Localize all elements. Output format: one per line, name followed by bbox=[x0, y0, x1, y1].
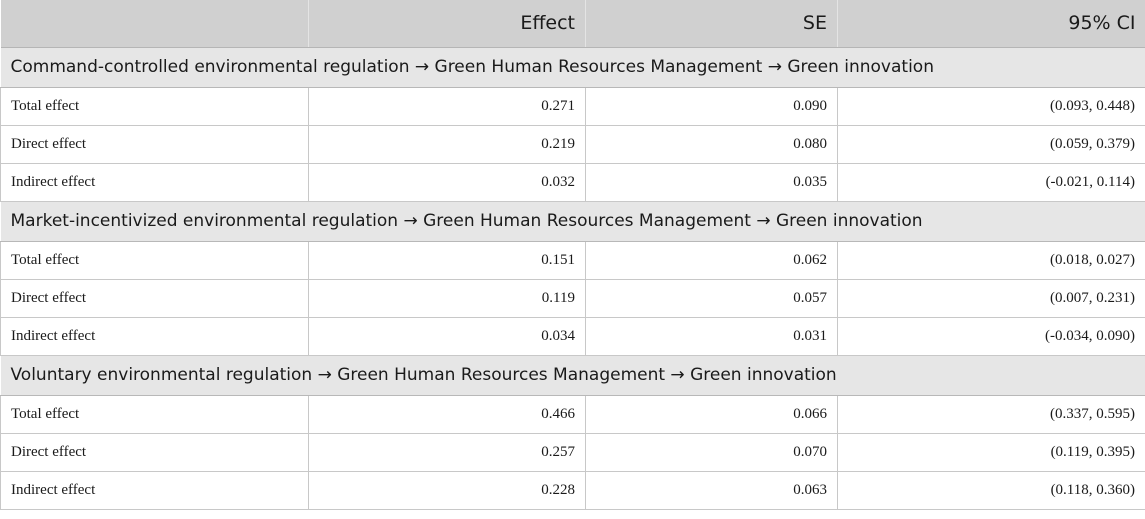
ci-value: (-0.034, 0.090) bbox=[837, 317, 1145, 356]
header-blank-cell bbox=[0, 0, 309, 48]
table-body: Command-controlled environmental regulat… bbox=[0, 46, 1145, 510]
effect-value: 0.034 bbox=[308, 317, 586, 356]
effect-value: 0.151 bbox=[308, 241, 586, 280]
section-row: Market-incentivized environmental regula… bbox=[0, 200, 1145, 242]
table-row: Direct effect 0.257 0.070 (0.119, 0.395) bbox=[0, 433, 1145, 472]
ci-value: (0.018, 0.027) bbox=[837, 241, 1145, 280]
table-row: Total effect 0.466 0.066 (0.337, 0.595) bbox=[0, 395, 1145, 434]
row-label: Indirect effect bbox=[0, 471, 309, 510]
table-row: Total effect 0.151 0.062 (0.018, 0.027) bbox=[0, 241, 1145, 280]
header-effect: Effect bbox=[308, 0, 586, 48]
effect-value: 0.257 bbox=[308, 433, 586, 472]
ci-value: (0.007, 0.231) bbox=[837, 279, 1145, 318]
effect-value: 0.219 bbox=[308, 125, 586, 164]
table-header: Effect SE 95% CI bbox=[0, 0, 1145, 48]
ci-value: (0.337, 0.595) bbox=[837, 395, 1145, 434]
effect-value: 0.032 bbox=[308, 163, 586, 202]
table-row: Direct effect 0.219 0.080 (0.059, 0.379) bbox=[0, 125, 1145, 164]
ci-value: (0.059, 0.379) bbox=[837, 125, 1145, 164]
header-ci: 95% CI bbox=[837, 0, 1145, 48]
ci-value: (0.119, 0.395) bbox=[837, 433, 1145, 472]
row-label: Direct effect bbox=[0, 279, 309, 318]
se-value: 0.066 bbox=[585, 395, 838, 434]
row-label: Direct effect bbox=[0, 125, 309, 164]
ci-value: (0.118, 0.360) bbox=[837, 471, 1145, 510]
section-row: Voluntary environmental regulation → Gre… bbox=[0, 354, 1145, 396]
section-title: Command-controlled environmental regulat… bbox=[0, 46, 1145, 88]
table-row: Indirect effect 0.228 0.063 (0.118, 0.36… bbox=[0, 471, 1145, 510]
effect-value: 0.271 bbox=[308, 87, 586, 126]
se-value: 0.031 bbox=[585, 317, 838, 356]
table-row: Total effect 0.271 0.090 (0.093, 0.448) bbox=[0, 87, 1145, 126]
se-value: 0.063 bbox=[585, 471, 838, 510]
effect-value: 0.466 bbox=[308, 395, 586, 434]
section-title: Voluntary environmental regulation → Gre… bbox=[0, 354, 1145, 396]
ci-value: (0.093, 0.448) bbox=[837, 87, 1145, 126]
section-row: Command-controlled environmental regulat… bbox=[0, 46, 1145, 88]
row-label: Total effect bbox=[0, 395, 309, 434]
effect-value: 0.228 bbox=[308, 471, 586, 510]
row-label: Total effect bbox=[0, 241, 309, 280]
ci-value: (-0.021, 0.114) bbox=[837, 163, 1145, 202]
se-value: 0.090 bbox=[585, 87, 838, 126]
row-label: Total effect bbox=[0, 87, 309, 126]
effect-value: 0.119 bbox=[308, 279, 586, 318]
se-value: 0.035 bbox=[585, 163, 838, 202]
header-se: SE bbox=[585, 0, 838, 48]
row-label: Direct effect bbox=[0, 433, 309, 472]
row-label: Indirect effect bbox=[0, 163, 309, 202]
se-value: 0.057 bbox=[585, 279, 838, 318]
table-row: Indirect effect 0.032 0.035 (-0.021, 0.1… bbox=[0, 163, 1145, 202]
se-value: 0.070 bbox=[585, 433, 838, 472]
header-row: Effect SE 95% CI bbox=[0, 0, 1145, 48]
section-title: Market-incentivized environmental regula… bbox=[0, 200, 1145, 242]
table-row: Direct effect 0.119 0.057 (0.007, 0.231) bbox=[0, 279, 1145, 318]
table-row: Indirect effect 0.034 0.031 (-0.034, 0.0… bbox=[0, 317, 1145, 356]
se-value: 0.062 bbox=[585, 241, 838, 280]
se-value: 0.080 bbox=[585, 125, 838, 164]
row-label: Indirect effect bbox=[0, 317, 309, 356]
